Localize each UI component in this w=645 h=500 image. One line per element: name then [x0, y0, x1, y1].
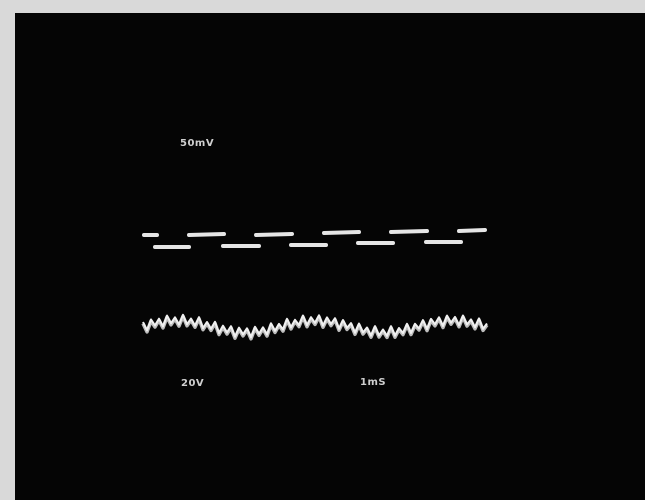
noisy-trace	[142, 313, 488, 339]
square-wave-trace	[142, 228, 487, 249]
trace-segment	[457, 228, 487, 233]
trace-segment	[322, 230, 361, 235]
timebase-label: 1mS	[360, 377, 386, 388]
channel-label: 50mV	[180, 138, 214, 149]
trace-segment	[389, 229, 429, 234]
channel-label: 20V	[181, 378, 204, 389]
trace-segment	[187, 232, 226, 237]
screen	[15, 13, 645, 500]
trace-segment	[254, 232, 294, 237]
